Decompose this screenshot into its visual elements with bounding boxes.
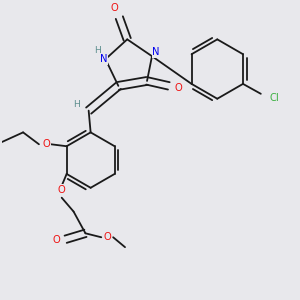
Text: O: O: [58, 185, 66, 195]
Text: H: H: [94, 46, 101, 55]
Text: N: N: [100, 54, 107, 64]
Text: O: O: [53, 235, 61, 245]
Text: O: O: [103, 232, 111, 242]
Text: H: H: [73, 100, 80, 109]
Text: O: O: [110, 3, 118, 13]
Text: O: O: [43, 139, 51, 149]
Text: Cl: Cl: [270, 93, 280, 103]
Text: O: O: [175, 83, 183, 93]
Text: N: N: [152, 47, 160, 57]
